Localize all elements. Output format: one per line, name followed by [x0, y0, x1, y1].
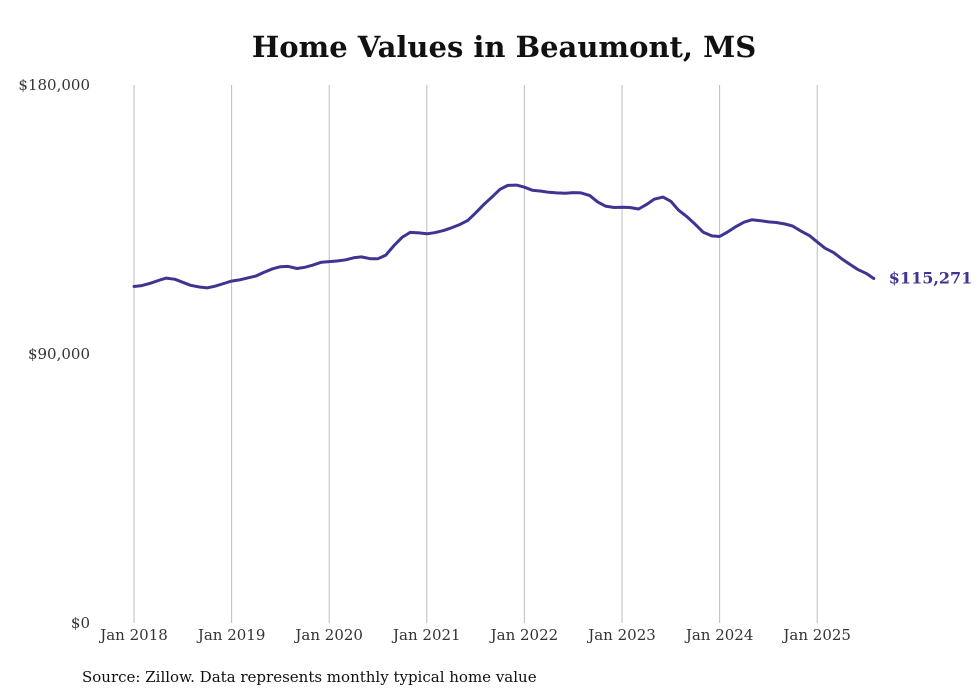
y-tick-label-0: $0 [71, 614, 90, 632]
x-tick-label-2021: Jan 2021 [391, 626, 461, 644]
chart-title: Home Values in Beaumont, MS [251, 30, 757, 64]
y-tick-label-90000: $90,000 [28, 345, 90, 363]
y-tick-label-180000: $180,000 [18, 76, 90, 94]
x-axis-tick-labels: Jan 2018 Jan 2019 Jan 2020 Jan 2021 Jan 2022… [98, 626, 851, 644]
x-tick-label-2018: Jan 2018 [98, 626, 168, 644]
source-note: Source: Zillow. Data represents monthly … [82, 668, 537, 686]
series-line-0 [132, 183, 876, 290]
y-axis-tick-labels: $0 $90,000 $180,000 [18, 76, 90, 632]
x-tick-label-2023: Jan 2023 [586, 626, 656, 644]
series-layer [132, 183, 876, 290]
annotation-layer: $115,271 [889, 268, 973, 287]
end-value-label-0: $115,271 [889, 268, 973, 287]
x-tick-label-2019: Jan 2019 [196, 626, 266, 644]
x-tick-label-2022: Jan 2022 [489, 626, 559, 644]
grid-lines [133, 85, 818, 623]
x-tick-label-2020: Jan 2020 [293, 626, 363, 644]
x-tick-label-2024: Jan 2024 [684, 626, 754, 644]
x-tick-label-2025: Jan 2025 [781, 626, 851, 644]
